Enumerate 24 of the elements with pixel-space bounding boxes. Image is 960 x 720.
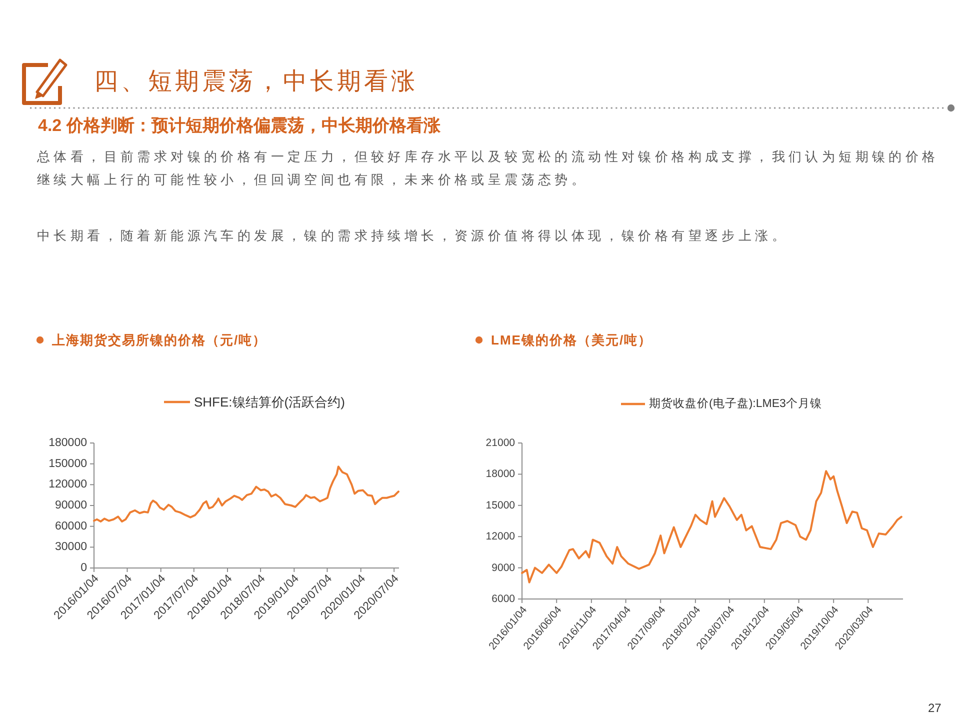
y-tick-label: 120000 bbox=[48, 478, 87, 491]
line-series bbox=[521, 470, 902, 584]
y-tick-label: 18000 bbox=[486, 468, 516, 480]
legend-label: 期货收盘价(电子盘):LME3个月镍 bbox=[649, 397, 822, 410]
chart-title: 上海期货交易所镍的价格（元/吨） bbox=[51, 332, 267, 348]
chart-title: LME镍的价格（美元/吨） bbox=[491, 332, 652, 348]
y-tick-label: 9000 bbox=[492, 562, 516, 574]
line-series bbox=[93, 466, 400, 522]
y-tick-label: 150000 bbox=[48, 458, 87, 470]
y-tick-label: 180000 bbox=[48, 437, 87, 449]
y-tick-label: 15000 bbox=[486, 499, 516, 512]
y-tick-label: 21000 bbox=[486, 437, 516, 449]
y-tick-label: 30000 bbox=[55, 541, 87, 554]
y-tick-label: 60000 bbox=[55, 520, 87, 532]
text: 4.2 价格判断：预计短期价格偏震荡，中长期价格看涨 bbox=[38, 115, 440, 137]
text: 总体看，目前需求对镍的价格有一定压力，但较好库存水平以及较宽松的流动性对镍价格构成支撑，我们认为短期镍的价格继续大幅上行的可能性较小，但回调空间也有限，未来价格或呈震荡态势。 bbox=[37, 148, 940, 189]
text: 四、短期震荡，中长期看涨 bbox=[94, 67, 418, 97]
y-tick-label: 90000 bbox=[55, 500, 87, 512]
text: 中长期看，随着新能源汽车的发展，镍的需求持续增长，资源价值将得以体现，镍价格有望逐步上涨。 bbox=[37, 227, 790, 245]
y-tick-label: 12000 bbox=[486, 530, 516, 543]
y-tick-label: 6000 bbox=[492, 593, 516, 605]
y-tick-label: 0 bbox=[80, 562, 87, 574]
text: 27 bbox=[928, 700, 942, 716]
legend-label: SHFE:镍结算价(活跃合约) bbox=[194, 394, 345, 410]
